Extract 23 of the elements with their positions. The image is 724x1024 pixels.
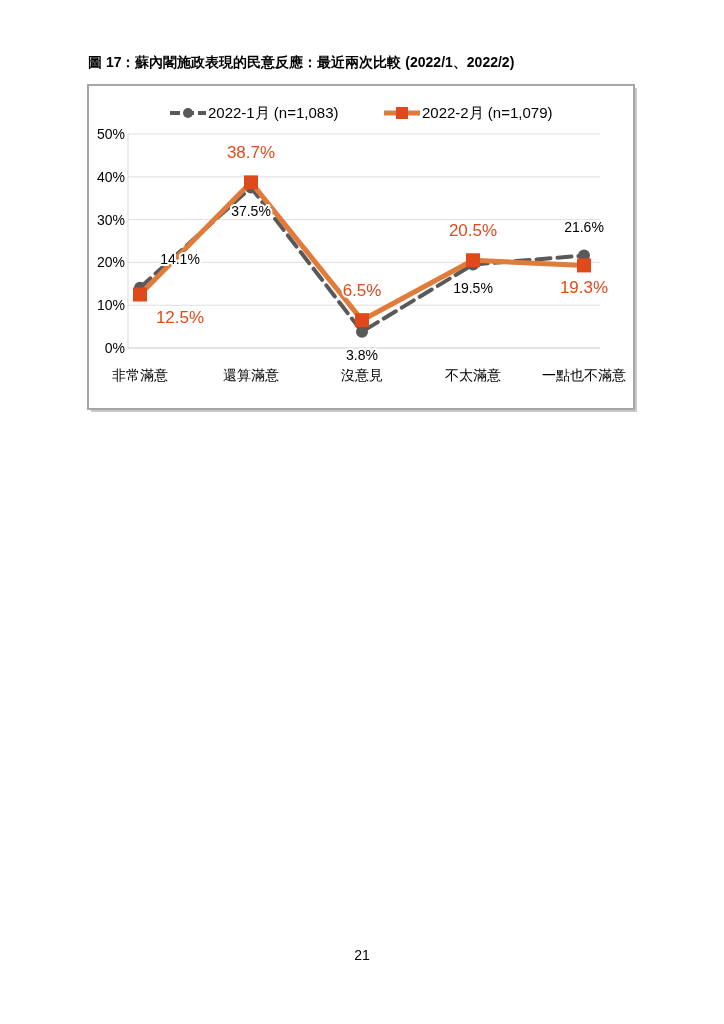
y-tick-label: 50% [96,126,125,142]
y-tick-label: 40% [96,168,125,185]
text: 21 [354,947,370,963]
data-label: 3.8% [346,346,378,363]
data-label: 19.3% [559,278,609,298]
data-label: 6.5% [342,281,382,301]
x-tick-label: 非常滿意 [112,367,168,383]
data-label: 38.7% [226,143,276,163]
y-tick-label: 20% [96,254,125,271]
x-tick-label: 還算滿意 [223,367,279,383]
data-label: 12.5% [155,307,205,327]
y-tick-label: 30% [96,211,125,228]
data-label: 20.5% [448,221,498,241]
x-tick-label: 沒意見 [341,367,383,383]
data-label: 21.6% [564,218,604,235]
legend-label: 2022-2月 (n=1,079) [422,104,553,121]
y-tick-label: 0% [104,340,125,356]
legend-label: 2022-1月 (n=1,083) [208,104,339,121]
chart-title: 圖 17：蘇內閣施政表現的民意反應：最近兩次比較 (2022/1、2022/2) [88,54,515,70]
x-tick-label: 不太滿意 [445,367,501,383]
x-tick-label: 一點也不滿意 [542,367,626,383]
y-tick-label: 10% [96,297,125,314]
data-label: 19.5% [453,279,493,296]
